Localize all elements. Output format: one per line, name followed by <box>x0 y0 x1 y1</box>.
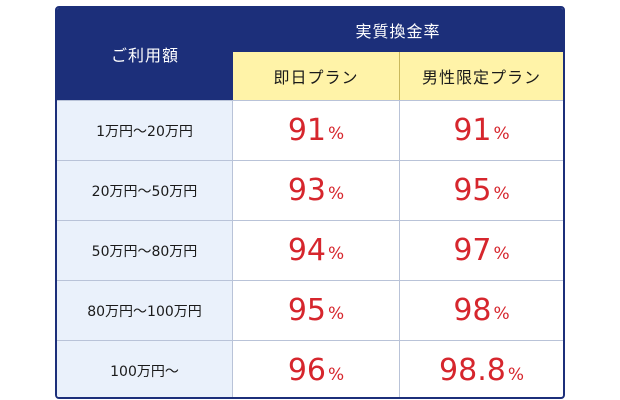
rate-table: ご利用額 実質換金率 即日プラン 男性限定プラン 1万円～20万円 91% 91… <box>55 6 565 399</box>
amount-cell: 80万円～100万円 <box>57 281 233 340</box>
rate-cell-plan2: 98% <box>400 281 563 340</box>
plan-header-dansei: 男性限定プラン <box>400 52 563 100</box>
table-row: 50万円～80万円 94% 97% <box>57 220 563 280</box>
rate-cell-plan1: 94% <box>233 221 400 280</box>
rate-value: 95 <box>287 292 327 328</box>
rate-cell-plan2: 91% <box>400 101 563 160</box>
plan-header-sokujitsu: 即日プラン <box>233 52 400 100</box>
percent-sign: % <box>493 304 510 324</box>
amount-column-header: ご利用額 <box>57 8 233 100</box>
rate-cell-plan2: 95% <box>400 161 563 220</box>
amount-cell: 50万円～80万円 <box>57 221 233 280</box>
rate-cell-plan2: 97% <box>400 221 563 280</box>
rate-value: 91 <box>287 112 327 148</box>
percent-sign: % <box>328 124 345 144</box>
percent-sign: % <box>507 364 524 385</box>
rate-value: 98.8 <box>439 353 506 388</box>
rate-cell-plan2: 98.8% <box>400 341 563 397</box>
percent-sign: % <box>493 184 510 204</box>
percent-sign: % <box>328 184 345 204</box>
percent-sign: % <box>493 244 510 264</box>
rate-value: 97 <box>453 232 492 268</box>
rate-value: 95 <box>453 172 492 208</box>
rate-cell-plan1: 95% <box>233 281 400 340</box>
rate-cell-plan1: 91% <box>233 101 400 160</box>
rate-cell-plan1: 96% <box>233 341 400 397</box>
table-row: 20万円～50万円 93% 95% <box>57 160 563 220</box>
percent-sign: % <box>493 124 510 144</box>
percent-sign: % <box>328 244 345 264</box>
rate-value: 94 <box>287 232 327 268</box>
table-row: 1万円～20万円 91% 91% <box>57 100 563 160</box>
rate-value: 98 <box>453 292 492 328</box>
amount-cell: 20万円～50万円 <box>57 161 233 220</box>
rate-value: 93 <box>287 172 327 208</box>
rate-column-header: 実質換金率 <box>233 8 563 52</box>
amount-cell: 100万円～ <box>57 341 233 397</box>
rate-cell-plan1: 93% <box>233 161 400 220</box>
table-row: 80万円～100万円 95% 98% <box>57 280 563 340</box>
rate-value: 96 <box>287 353 327 388</box>
percent-sign: % <box>328 304 345 324</box>
table-row: 100万円～ 96% 98.8% <box>57 340 563 397</box>
amount-cell: 1万円～20万円 <box>57 101 233 160</box>
rate-value: 91 <box>453 112 492 148</box>
percent-sign: % <box>328 364 345 385</box>
